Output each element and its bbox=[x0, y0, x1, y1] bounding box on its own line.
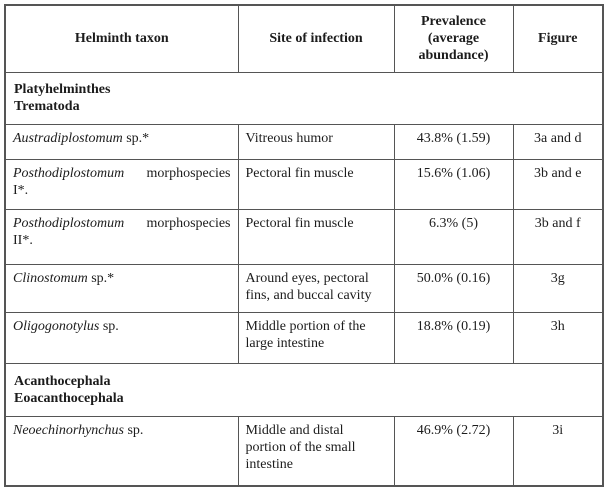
taxon-genus: Austradiplostomum bbox=[13, 130, 123, 146]
taxon-cell: Posthodiplostomum morphospecies II*. bbox=[4, 208, 239, 265]
taxon-word: morphospecies bbox=[146, 215, 231, 231]
section-line-class: Trematoda bbox=[14, 99, 80, 114]
site-cell: Around eyes, pectoral fins, and buccal c… bbox=[237, 263, 395, 313]
prevalence-cell: 18.8% (0.19) bbox=[393, 311, 514, 364]
section-cell: Acanthocephala Eoacanthocephala bbox=[4, 362, 604, 417]
taxon-cell: Austradiplostomum sp.* bbox=[4, 123, 239, 160]
table-row: Posthodiplostomum morphospecies I*. Pecto… bbox=[4, 158, 604, 210]
col-header-figure: Figure bbox=[512, 4, 604, 73]
taxon-line-2: I*. bbox=[13, 182, 29, 198]
table-body: Platyhelminthes Trematoda Austradiplosto… bbox=[4, 71, 604, 487]
taxon-suffix: sp. bbox=[123, 422, 144, 438]
prevalence-cell: 43.8% (1.59) bbox=[393, 123, 514, 160]
figure-cell: 3h bbox=[512, 311, 604, 364]
taxon-cell: Neoechinorhynchus sp. bbox=[4, 415, 239, 487]
figure-cell: 3i bbox=[512, 415, 604, 487]
col-header-helminth-taxon: Helminth taxon bbox=[4, 4, 239, 73]
taxon-cell: Oligogonotylus sp. bbox=[4, 311, 239, 364]
prevalence-cell: 46.9% (2.72) bbox=[393, 415, 514, 487]
site-cell: Vitreous humor bbox=[237, 123, 395, 160]
figure-cell: 3g bbox=[512, 263, 604, 313]
col-header-site-of-infection: Site of infection bbox=[237, 4, 395, 73]
table-row: Austradiplostomum sp.* Vitreous humor 43… bbox=[4, 123, 604, 160]
section-cell: Platyhelminthes Trematoda bbox=[4, 71, 604, 125]
prevalence-cell: 15.6% (1.06) bbox=[393, 158, 514, 210]
table-row: Oligogonotylus sp. Middle portion of the… bbox=[4, 311, 604, 364]
site-cell: Middle portion of the large intestine bbox=[237, 311, 395, 364]
figure-cell: 3a and d bbox=[512, 123, 604, 160]
prevalence-cell: 50.0% (0.16) bbox=[393, 263, 514, 313]
section-line-phylum: Platyhelminthes bbox=[14, 82, 111, 97]
table-row: Clinostomum sp.* Around eyes, pectoral f… bbox=[4, 263, 604, 313]
taxon-genus: Posthodiplostomum bbox=[13, 165, 125, 181]
taxon-line-1: Posthodiplostomum morphospecies bbox=[13, 165, 231, 182]
helminth-prevalence-table: Helminth taxon Site of infection Prevale… bbox=[4, 4, 604, 487]
taxon-suffix: sp.* bbox=[87, 270, 115, 286]
site-cell: Pectoral fin muscle bbox=[237, 158, 395, 210]
table-row: Neoechinorhynchus sp. Middle and distal … bbox=[4, 415, 604, 487]
table-row: Posthodiplostomum morphospecies II*. Pect… bbox=[4, 208, 604, 265]
taxon-line-2: II*. bbox=[13, 232, 33, 248]
col-header-prevalence: Prevalence (average abundance) bbox=[393, 4, 514, 73]
site-cell: Pectoral fin muscle bbox=[237, 208, 395, 265]
figure-cell: 3b and e bbox=[512, 158, 604, 210]
taxon-suffix: sp. bbox=[99, 318, 119, 334]
taxon-genus: Posthodiplostomum bbox=[13, 215, 125, 231]
taxon-genus: Clinostomum bbox=[13, 270, 88, 286]
table-header: Helminth taxon Site of infection Prevale… bbox=[4, 4, 604, 73]
section-row-acanthocephala: Acanthocephala Eoacanthocephala bbox=[4, 362, 604, 417]
taxon-cell: Clinostomum sp.* bbox=[4, 263, 239, 313]
taxon-word: morphospecies bbox=[146, 165, 231, 181]
section-line-phylum: Acanthocephala bbox=[14, 373, 111, 389]
section-row-platyhelminthes: Platyhelminthes Trematoda bbox=[4, 71, 604, 125]
prevalence-cell: 6.3% (5) bbox=[393, 208, 514, 265]
site-cell: Middle and distal portion of the small i… bbox=[237, 415, 395, 487]
taxon-genus: Neoechinorhynchus bbox=[13, 422, 124, 438]
section-line-class: Eoacanthocephala bbox=[14, 390, 124, 406]
taxon-cell: Posthodiplostomum morphospecies I*. bbox=[4, 158, 239, 210]
taxon-genus: Oligogonotylus bbox=[13, 318, 100, 334]
taxon-line-1: Posthodiplostomum morphospecies bbox=[13, 215, 231, 232]
header-row: Helminth taxon Site of infection Prevale… bbox=[4, 4, 604, 73]
taxon-suffix: sp.* bbox=[122, 130, 150, 146]
figure-cell: 3b and f bbox=[512, 208, 604, 265]
